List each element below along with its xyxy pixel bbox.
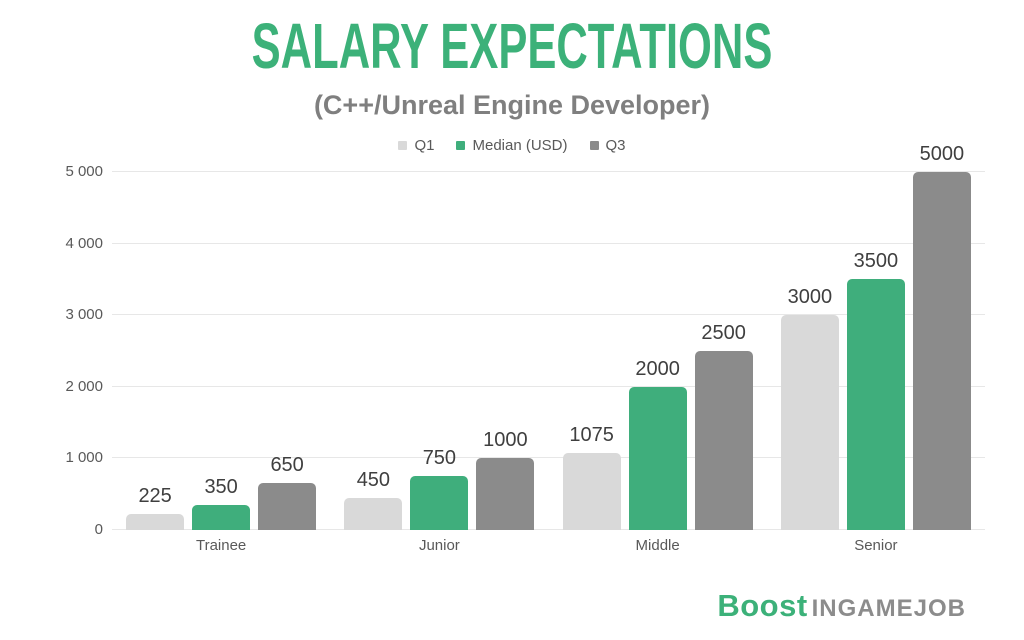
bar-value-q1-junior: 450 (356, 468, 391, 491)
legend-item-median-usd: Median (USD) (456, 136, 568, 154)
y-axis-tick-4-000: 4 000 (65, 234, 103, 252)
brand-logo-boost: Boost (717, 588, 808, 623)
legend-label-median-usd: Median (USD) (472, 136, 568, 154)
y-axis-tick-2-000: 2 000 (65, 377, 103, 395)
bar-q3-senior: 5000 (912, 143, 971, 530)
bar-value-q3-trainee: 650 (270, 454, 304, 477)
brand-logo: Boost INGAMEJOB (717, 588, 966, 624)
bar-median-usd-trainee: 350 (192, 476, 251, 530)
legend: Q1 Median (USD) Q3 (0, 135, 1024, 155)
bar-value-q1-trainee: 225 (138, 484, 172, 507)
x-axis-category-trainee: Trainee (195, 537, 247, 554)
bar-q3-middle: 2500 (694, 322, 753, 530)
gridline-5-000 (112, 171, 985, 172)
gridline-0 (112, 529, 985, 530)
bar-groups: 225 350 650 450 750 1000 1075 2000 2500 3000 3500 5… (112, 143, 985, 530)
bar-group-junior: 450 750 1000 (330, 172, 548, 530)
gridline-2-000 (112, 385, 985, 387)
bar-q1-junior: 450 (344, 469, 403, 530)
bar-value-q1-senior: 3000 (787, 286, 833, 309)
bar-median-usd-senior: 3500 (846, 250, 905, 530)
y-axis-tick-5-000: 5 000 (65, 163, 103, 180)
legend-swatch-median-usd (456, 140, 466, 150)
bar-q1-middle: 1075 (562, 424, 621, 530)
bar-value-q1-middle: 1075 (569, 424, 614, 447)
plot-area: 225 350 650 450 750 1000 1075 2000 2500 3000 3500 5… (112, 143, 985, 530)
bar-value-median-usd-middle: 2000 (635, 357, 680, 380)
legend-label-q3: Q3 (605, 136, 626, 154)
bar-value-median-usd-junior: 750 (422, 447, 457, 470)
bar-median-usd-middle: 2000 (628, 358, 687, 530)
bar-value-median-usd-trainee: 350 (204, 475, 238, 498)
bar-q1-senior: 3000 (780, 286, 839, 530)
gridline-1-000 (112, 457, 985, 459)
bar-value-q3-junior: 1000 (483, 429, 528, 452)
bar-value-q3-senior: 5000 (919, 143, 965, 165)
brand-logo-ingamejob: INGAMEJOB (811, 595, 966, 622)
x-axis: Trainee Junior Middle Senior (112, 537, 985, 554)
legend-swatch-q3 (589, 140, 599, 150)
bar-q1-trainee: 225 (126, 485, 185, 530)
legend-swatch-q1 (398, 140, 408, 150)
legend-label-q1: Q1 (414, 136, 435, 154)
y-axis-tick-3-000: 3 000 (65, 306, 103, 324)
legend-item-q1: Q1 (398, 137, 434, 154)
y-axis-tick-1-000: 1 000 (65, 449, 103, 467)
bar-group-middle: 1075 2000 2500 (549, 172, 767, 530)
legend-item-q3: Q3 (589, 136, 626, 154)
x-axis-category-junior: Junior (418, 537, 460, 554)
chart-title: SALARY EXPECTATIONS (251, 10, 773, 82)
bar-group-senior: 3000 3500 5000 (767, 143, 985, 530)
bar-value-q3-middle: 2500 (701, 322, 746, 344)
x-axis-category-senior: Senior (854, 537, 898, 554)
bar-q3-junior: 1000 (476, 429, 535, 530)
gridline-4-000 (112, 242, 985, 244)
y-axis: 0 1 000 2 000 3 000 4 000 5 000 (0, 163, 103, 538)
bar-group-trainee: 225 350 650 (112, 172, 330, 530)
y-axis-tick-0: 0 (94, 521, 103, 538)
bar-median-usd-junior: 750 (410, 447, 469, 530)
x-axis-category-middle: Middle (635, 537, 680, 554)
gridline-3-000 (112, 314, 985, 316)
bar-value-median-usd-senior: 3500 (853, 250, 899, 273)
bar-q3-trainee: 650 (258, 454, 317, 530)
chart-subtitle: (C++/Unreal Engine Developer) (313, 90, 711, 120)
